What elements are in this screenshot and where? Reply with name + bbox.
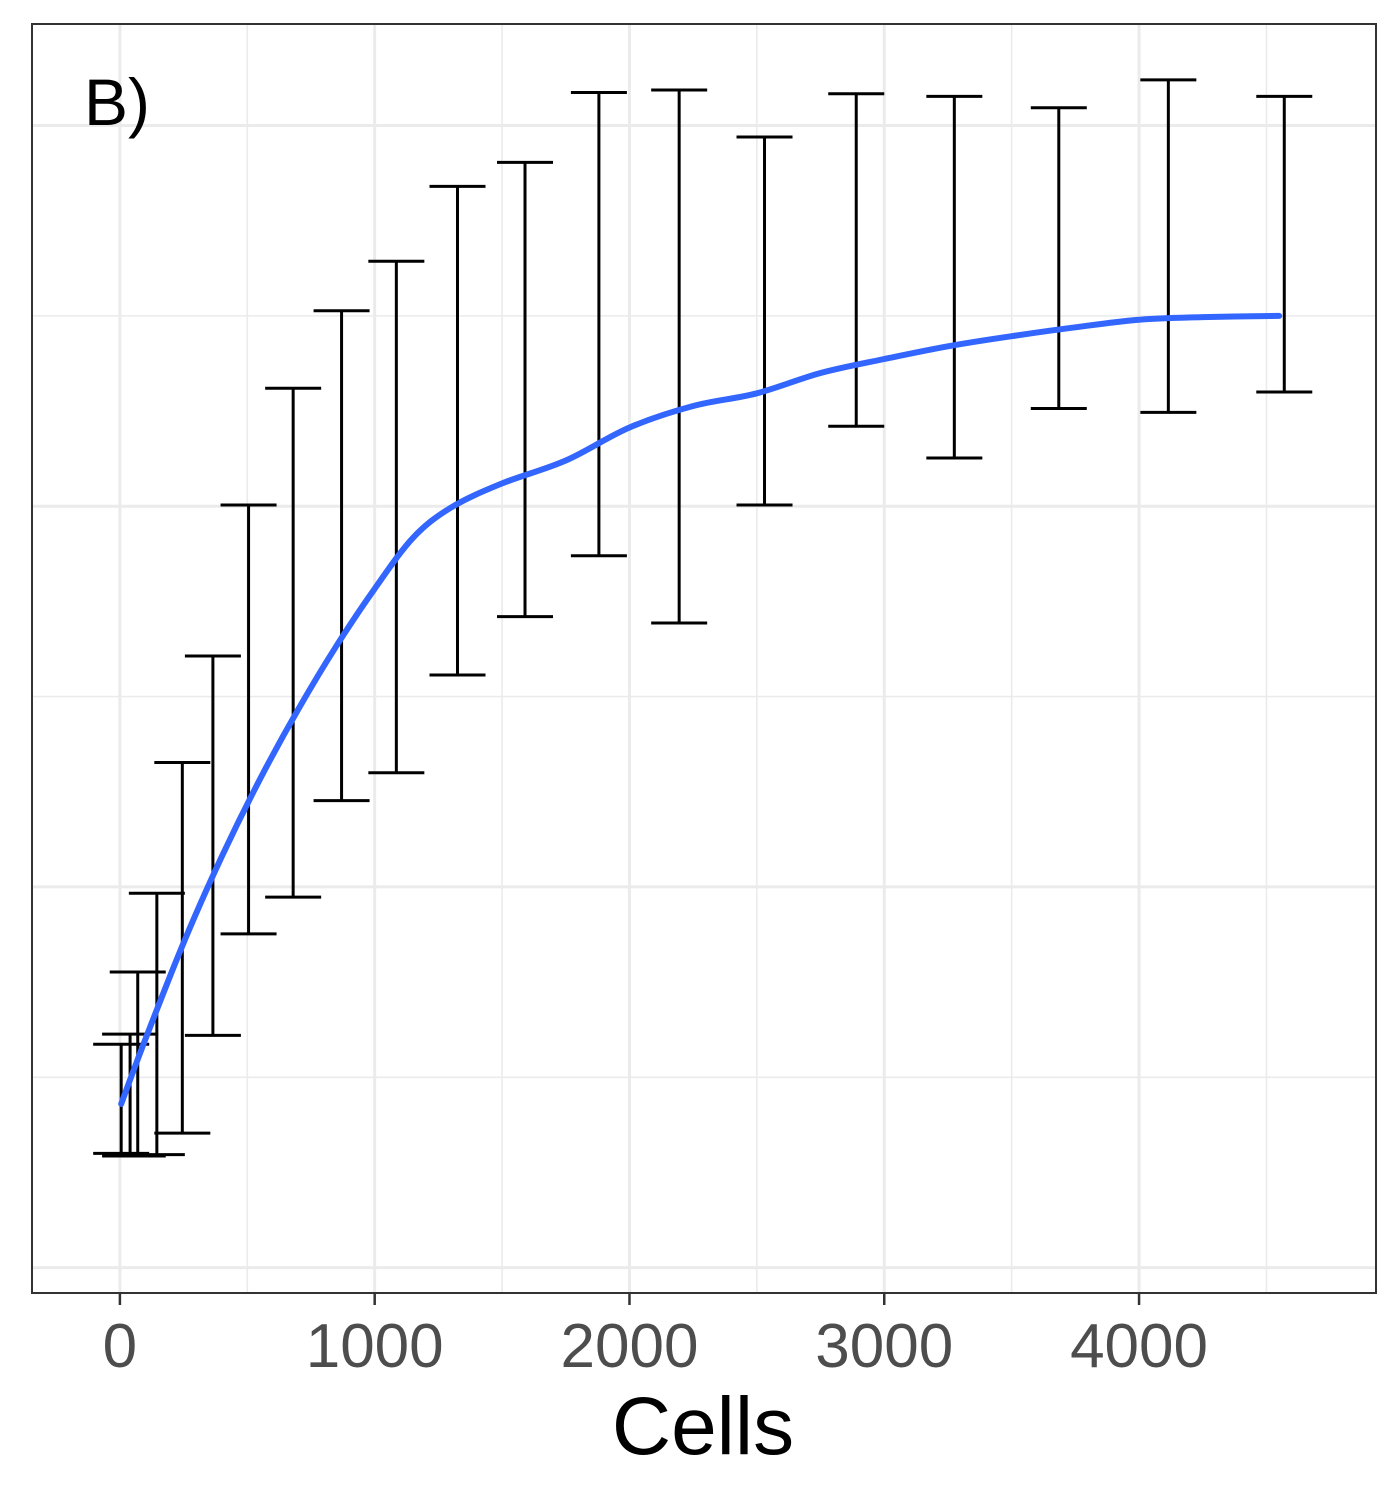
x-tick-label: 4000 <box>1070 1312 1208 1381</box>
error-bars <box>93 78 1313 1158</box>
error-bar <box>429 184 486 677</box>
error-bar <box>128 891 185 1157</box>
major-gridlines <box>32 24 1376 1293</box>
error-bar <box>828 92 885 428</box>
error-bar <box>313 309 370 803</box>
error-bar <box>220 503 277 936</box>
error-bar <box>1030 106 1087 411</box>
x-axis-title: Cells <box>612 1381 794 1472</box>
error-bar <box>497 160 554 619</box>
error-bar <box>265 386 322 899</box>
error-bar <box>736 135 793 507</box>
error-bar <box>1256 94 1313 394</box>
x-axis-ticks <box>118 1293 1141 1305</box>
error-bar <box>102 1032 159 1158</box>
x-axis-tick-labels: 0 1000 2000 3000 4000 <box>103 1312 1208 1381</box>
smooth-line-series <box>118 312 1283 1107</box>
x-tick-label: 1000 <box>306 1312 444 1381</box>
x-tick-label: 3000 <box>815 1312 953 1381</box>
error-bar <box>651 88 708 625</box>
panel-border <box>31 23 1377 1294</box>
panel-label: B) <box>84 65 150 139</box>
error-bar <box>184 654 241 1037</box>
error-bar <box>926 94 983 460</box>
error-bar <box>1140 78 1197 414</box>
error-bar <box>570 91 627 558</box>
error-bar <box>368 259 425 775</box>
minor-gridlines <box>32 24 1376 1293</box>
x-tick-label: 0 <box>103 1312 137 1381</box>
x-tick-label: 2000 <box>561 1312 699 1381</box>
